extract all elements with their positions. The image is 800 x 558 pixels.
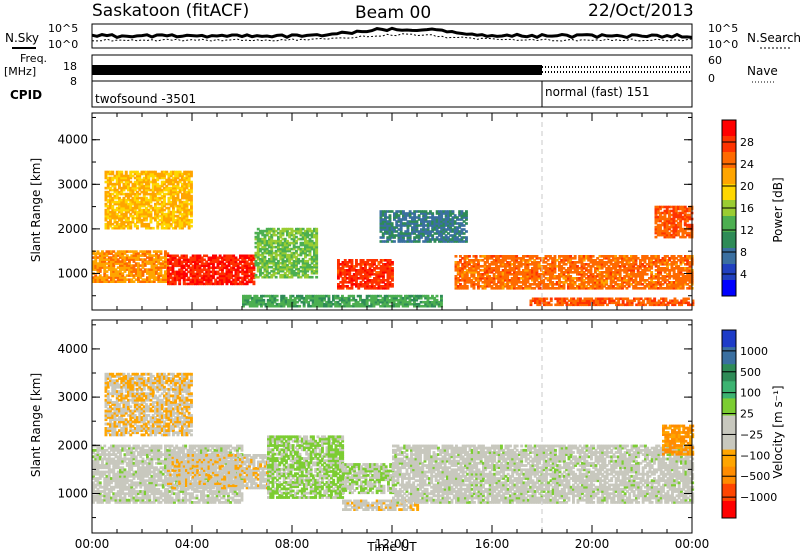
station-title: Saskatoon (fitACF) <box>92 1 249 21</box>
range-cell <box>315 228 318 231</box>
range-cell <box>431 212 434 215</box>
noise-bottom-tick: 10^0 <box>48 38 78 51</box>
date-label: 22/Oct/2013 <box>588 1 694 21</box>
range-cell <box>190 181 193 184</box>
range-cell <box>574 255 577 258</box>
range-cell <box>391 261 394 264</box>
range-cell <box>136 225 139 228</box>
nave-label: Nave <box>747 64 778 78</box>
cpid-mode-twofsound: twofsound -3501 <box>95 92 196 106</box>
range-cell <box>653 298 656 301</box>
freq-bottom-tick: 8 <box>70 75 77 88</box>
nave-top-tick: 60 <box>708 54 722 67</box>
cpid-panel: CPID twofsound -3501 normal (fast) 151 <box>10 81 692 107</box>
range-cell <box>391 283 394 286</box>
range-cell <box>264 256 267 259</box>
freq-top-tick: 18 <box>63 60 77 73</box>
noise-top-tick-right: 10^5 <box>708 22 738 35</box>
nave-bottom-tick: 0 <box>708 72 715 85</box>
freq-label: Freq. <box>20 52 47 65</box>
range-cell <box>465 210 468 213</box>
range-cell <box>337 259 340 262</box>
range-cell <box>592 255 595 258</box>
range-cell <box>160 250 163 253</box>
range-cell <box>190 225 193 228</box>
freq-solid-band <box>92 65 542 75</box>
cpid-label: CPID <box>10 88 42 102</box>
range-cell <box>185 255 188 258</box>
range-cell <box>389 214 392 217</box>
range-cell <box>550 298 553 301</box>
noise-panel: N.Sky 10^5 10^0 10^5 10^0 N.Search <box>5 22 800 51</box>
range-cell <box>550 304 553 307</box>
range-cell <box>554 255 557 258</box>
range-cell <box>125 171 128 174</box>
range-cell <box>190 171 193 174</box>
range-cell <box>190 195 193 198</box>
noise-sky-label: N.Sky <box>5 31 39 45</box>
range-cell <box>475 255 478 258</box>
range-cell <box>393 240 396 243</box>
range-cell <box>355 259 358 262</box>
range-cell <box>545 298 548 301</box>
noise-search-label: N.Search <box>747 31 800 45</box>
range-cell <box>253 281 256 284</box>
range-cell <box>455 255 458 258</box>
range-cell <box>665 298 668 301</box>
range-cell <box>391 267 394 270</box>
range-cell <box>465 230 468 233</box>
freq-units: [MHz] <box>4 65 36 78</box>
range-cell <box>687 298 690 301</box>
range-cell <box>466 285 469 288</box>
range-cell <box>152 227 155 230</box>
range-cell <box>646 273 649 276</box>
range-cell <box>190 219 193 222</box>
beam-label: Beam 00 <box>355 3 431 23</box>
range-cell <box>351 259 354 262</box>
range-cell <box>120 171 123 174</box>
range-cell <box>111 171 114 174</box>
range-cell <box>468 255 471 258</box>
range-cell <box>311 276 314 279</box>
range-cell <box>452 210 455 213</box>
cpid-mode-normal: normal (fast) 151 <box>545 85 649 99</box>
range-cell <box>391 222 394 225</box>
noise-top-tick: 10^5 <box>48 22 78 35</box>
range-cell <box>148 250 151 253</box>
range-cell <box>657 255 660 258</box>
range-cell <box>275 276 278 279</box>
range-cell <box>465 236 468 239</box>
range-cell <box>315 276 318 279</box>
noise-bottom-tick-right: 10^0 <box>708 38 738 51</box>
range-cell <box>650 271 653 274</box>
range-cell <box>465 222 468 225</box>
